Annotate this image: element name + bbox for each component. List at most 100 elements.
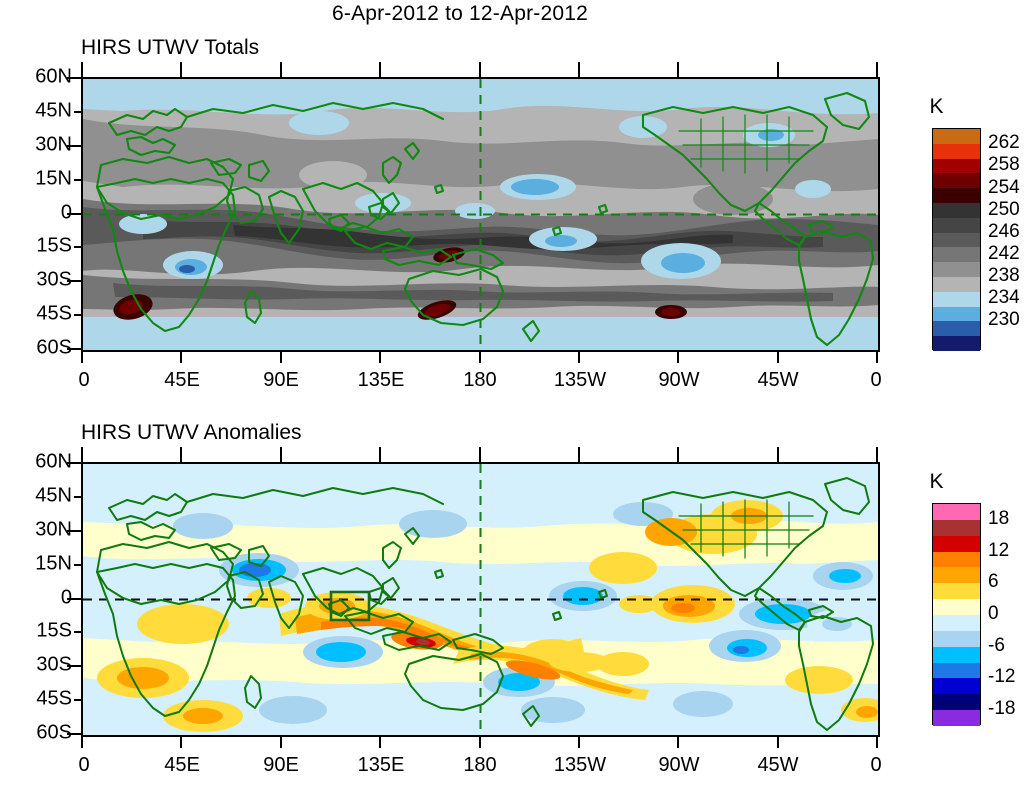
colorbar-band [933,583,980,600]
y-tick [67,348,81,350]
panel-totals-title: HIRS UTWV Totals [81,36,260,59]
x-tick [876,62,878,77]
x-tick [876,735,878,748]
colorbar-band [933,567,980,584]
x-tick [677,62,680,77]
colorbar-band [933,535,980,552]
colorbar-band [933,232,980,248]
colorbar-band [933,615,980,631]
colorbar-tick-label: 242 [988,243,1020,264]
x-tick-label: 0 [870,369,882,391]
x-tick [776,447,779,462]
y-tick-label: 45S [36,687,72,710]
colorbar-tick-label: 262 [988,132,1020,153]
x-tick-label: 0 [870,754,882,776]
colorbar-band [933,599,980,615]
y-tick [67,77,81,79]
x-tick [876,447,878,462]
x-tick [81,350,83,363]
colorbar-tick-label: 230 [988,309,1020,330]
x-tick [180,350,183,363]
y-tick [74,110,81,113]
x-tick [81,447,83,462]
colorbar-band [933,630,980,647]
colorbar-tick-label: 18 [988,508,1010,529]
y-tick [67,212,81,215]
x-tick-label: 45W [757,369,799,391]
x-tick-label: 90E [263,369,299,391]
y-tick-label: 60S [36,721,72,744]
x-tick [478,350,481,363]
colorbar-band [933,203,980,218]
colorbar-band [933,306,980,322]
colorbar-band [933,188,980,203]
y-tick [74,699,81,702]
y-tick [67,597,81,600]
colorbar-band [933,678,980,695]
y-tick [74,495,81,498]
x-tick [677,735,680,748]
anomalies-colorbar[interactable]: K 18 12 6 0 -6 -12 -18 [929,470,1027,730]
y-tick-label: 0 [60,586,72,608]
colorbar-tick-label: 0 [988,603,999,624]
colorbar-band [933,321,980,337]
colorbar-tick-label: -6 [988,635,1005,656]
y-tick-label: 15N [35,167,72,190]
x-tick-label: 90W [658,754,700,776]
x-tick [81,62,83,77]
y-tick-label: 15N [35,552,72,575]
colorbar-band [933,504,980,520]
totals-map-canvas [83,79,878,350]
colorbar-tick-label: 238 [988,265,1020,286]
totals-colorbar[interactable]: K 262 258 254 250 246 242 238 234 230 [929,95,1027,355]
x-tick [379,350,382,363]
x-tick [180,735,183,748]
y-tick-label: 30S [36,653,72,676]
region-of-interest-box [329,590,371,622]
panel-anomalies: HIRS UTWV Anomalies [0,390,1015,788]
x-tick-label: 135W [553,369,607,391]
colorbar-band [933,143,980,159]
y-tick-label: 30N [35,518,72,541]
y-tick-label: 60S [36,336,72,359]
anomalies-map-frame[interactable] [81,462,880,737]
totals-map-frame[interactable] [81,77,880,352]
x-tick [279,735,282,748]
colorbar-tick-label: 258 [988,154,1020,175]
colorbar-band [933,173,980,189]
x-tick [577,735,580,748]
x-tick-label: 0 [78,369,90,391]
x-tick-label: 135W [553,754,607,776]
y-tick-label: 60N [35,65,72,88]
y-tick-label: 15S [36,234,72,257]
y-tick-label: 45N [35,99,72,122]
x-tick-label: 180 [463,369,497,391]
x-tick [677,350,680,363]
y-tick-label: 30N [35,133,72,156]
x-tick [478,62,481,77]
y-tick-label: 45N [35,484,72,507]
y-tick [67,529,81,532]
colorbar-band [933,646,980,663]
page-title: 6-Apr-2012 to 12-Apr-2012 [332,2,588,25]
x-tick [379,62,382,77]
y-tick [74,563,81,566]
y-tick [67,280,81,283]
totals-colorbar-box [932,128,981,351]
x-tick-label: 180 [463,754,497,776]
colorbar-tick-label: 254 [988,177,1020,198]
x-tick [279,62,282,77]
x-tick [180,447,183,462]
y-tick-label: 15S [36,619,72,642]
colorbar-band [933,551,980,568]
y-tick [67,144,81,147]
colorbar-band [933,158,980,174]
x-tick-label: 135E [357,754,405,776]
colorbar-band [933,291,980,307]
colorbar-band [933,519,980,536]
x-tick [81,735,83,748]
anomalies-map-canvas [83,464,878,735]
y-tick [67,733,81,735]
colorbar-band [933,129,980,144]
colorbar-tick-label: 246 [988,221,1020,242]
